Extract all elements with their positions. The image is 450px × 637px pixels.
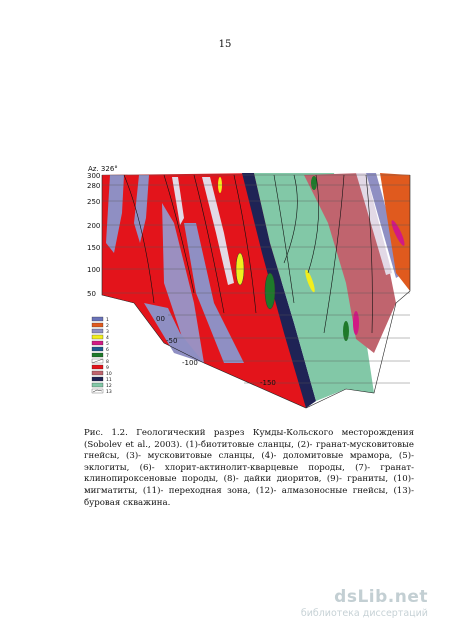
magenta-lens-2 [353,311,359,335]
green-lens-2 [343,321,349,341]
watermark-subtitle: библиотека диссертаций [300,608,428,619]
figure-caption: Рис. 1.2. Геологический разрез Кумды-Кол… [84,428,414,508]
boreholes [123,174,373,334]
page-number: 15 [218,39,232,50]
legend-label-6: 6 [106,347,109,353]
inner-tick-00: 00 [156,315,165,323]
section-outline [101,175,411,409]
y-tick-300: 300 [87,172,100,180]
legend-swatch-11 [91,376,104,382]
y-tick-100: 100 [87,266,100,274]
inner-tick-m150: -150 [260,379,276,387]
legend-label-12: 12 [106,383,112,389]
y-tick-50: 50 [87,290,96,298]
legend: 1 2 3 4 5 6 7 8 9 10 11 12 13 [91,316,112,395]
legend-label-3: 3 [106,329,109,335]
schist-band-left-1 [106,175,124,253]
y-tick-280: 280 [87,182,100,190]
magenta-lens-1 [391,220,405,246]
dolomite-band-right [356,173,392,275]
schist-band-left-4 [184,223,244,363]
legend-swatch-9 [91,364,104,370]
legend-swatch-2 [91,322,104,328]
inner-tick-m100: -100 [182,359,198,367]
legend-swatch-3 [91,328,104,334]
legend-swatch-13 [91,388,104,394]
legend-swatch-10 [91,370,104,376]
y-tick-150: 150 [87,244,100,252]
geological-section-svg: Az. 326° 300 280 250 200 150 100 50 00 -… [87,165,411,409]
green-lens-3 [311,176,317,190]
level-lines [102,174,410,384]
legend-swatch-12 [91,382,104,388]
schist-band-left-2 [134,175,149,243]
legend-swatch-1 [91,316,104,322]
watermark: dsLib.net библиотека диссертаций [274,587,434,623]
legend-label-2: 2 [106,323,109,329]
inner-tick-m50: -50 [166,337,177,345]
legend-swatch-7 [91,352,104,358]
legend-swatch-4 [91,334,104,340]
dolomite-band-left [202,177,234,285]
legend-label-8: 8 [106,359,109,365]
legend-label-4: 4 [106,335,109,341]
legend-label-5: 5 [106,341,109,347]
legend-label-10: 10 [106,371,112,377]
legend-label-7: 7 [106,353,109,359]
y-tick-200: 200 [87,222,100,230]
yellow-lens-2 [305,269,315,293]
schist-band-lower [144,303,204,363]
transition-zone [242,173,316,408]
azimuth-label: Az. 326° [88,165,118,173]
garnet-pyroxene-lens [264,272,276,310]
schist-band-left-3 [162,203,204,363]
geological-section-figure: Az. 326° 300 280 250 200 150 100 50 00 -… [84,163,414,413]
legend-swatch-6 [91,346,104,352]
legend-label-11: 11 [106,377,112,383]
legend-label-9: 9 [106,365,109,371]
legend-label-1: 1 [106,317,109,323]
watermark-logo: dsLib.net [334,587,428,607]
legend-swatch-5 [91,340,104,346]
y-tick-250: 250 [87,198,100,206]
legend-label-13: 13 [106,389,112,395]
